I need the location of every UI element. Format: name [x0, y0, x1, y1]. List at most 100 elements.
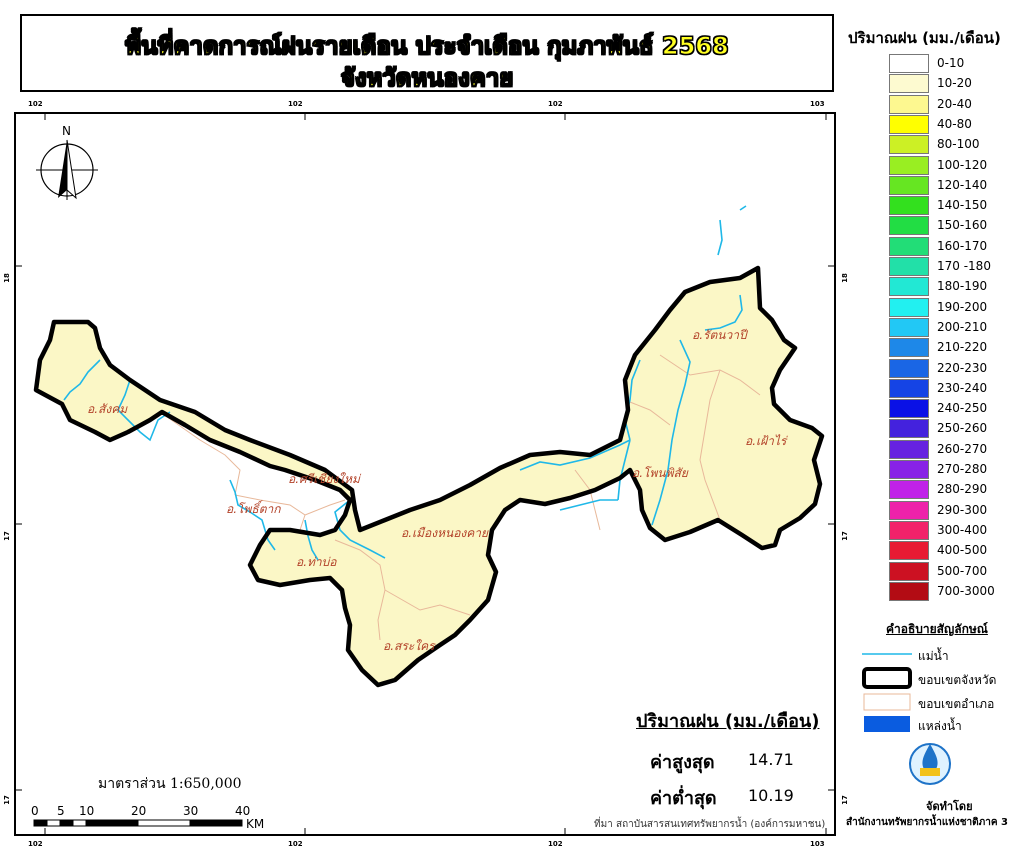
- min-label: ค่าต่ำสุด: [650, 788, 717, 809]
- map-title: พื้นที่คาดการณ์ฝนรายเดือน ประจำเดือน กุม…: [125, 32, 729, 61]
- district-label: อ.ศรีเชียงใหม่: [288, 472, 360, 486]
- legend-swatch: [889, 54, 929, 73]
- district-label: อ.ท่าบ่อ: [296, 555, 337, 569]
- map-subtitle: จังหวัดหนองคาย: [340, 64, 514, 93]
- legend-range-label: 500-700: [937, 563, 988, 578]
- legend-range-label: 280-290: [937, 482, 988, 497]
- district-label: อ.สระใคร: [383, 639, 435, 653]
- legend-swatch: [889, 480, 929, 500]
- legend-swatch: [889, 135, 929, 155]
- legend-title: ปริมาณฝน (มม./เดือน): [848, 29, 1001, 47]
- legend-range-label: 220-230: [937, 360, 988, 375]
- legend-range-label: 180-190: [937, 279, 988, 294]
- agency-logo-icon: [909, 743, 951, 785]
- legend-swatch: [889, 561, 929, 581]
- grid-tick-bottom: 103: [810, 840, 825, 848]
- legend-swatch: [889, 338, 929, 358]
- legend-swatch: [889, 114, 929, 134]
- district-boundaries: [159, 354, 761, 641]
- symbols-title: คำอธิบายสัญลักษณ์: [886, 622, 988, 636]
- district-label: อ.สังคม: [87, 402, 128, 416]
- legend-range-label: 240-250: [937, 401, 988, 416]
- legend-range-label: 10-20: [937, 76, 972, 91]
- source-note: ที่มา สถาบันสารสนเทศทรัพยากรน้ำ (องค์การ…: [594, 819, 826, 830]
- legend-range-label: 170 -180: [937, 259, 991, 273]
- legend-range-label: 160-170: [937, 238, 988, 253]
- north-arrow-icon: [36, 139, 98, 200]
- scale-unit: KM: [246, 817, 265, 831]
- scale-text: มาตราส่วน 1:650,000: [98, 776, 242, 792]
- legend-swatch: [889, 581, 929, 601]
- legend-swatch: [889, 297, 929, 317]
- scale-bar: [33, 819, 243, 827]
- legend-swatch: [889, 439, 929, 459]
- district-label: อ.รัตนวาปี: [692, 328, 747, 342]
- max-label: ค่าสูงสุด: [650, 752, 715, 773]
- north-label: N: [62, 124, 71, 138]
- legend-range-label: 190-200: [937, 299, 988, 314]
- symbol-label-river: แม่น้ำ: [918, 649, 949, 663]
- scale-tick: 40: [235, 804, 251, 818]
- legend-range-label: 400-500: [937, 543, 988, 558]
- legend-range-label: 20-40: [937, 96, 972, 111]
- province-boundary-symbol: [862, 667, 912, 689]
- district-label: อ.โพนพิสัย: [632, 466, 688, 480]
- province-area: [36, 268, 822, 685]
- min-value: 10.19: [748, 786, 794, 805]
- scale-tick: 0: [31, 804, 39, 818]
- legend-swatch: [889, 196, 929, 216]
- legend-range-label: 150-160: [937, 218, 988, 233]
- credit-label: จัดทำโดย: [926, 800, 973, 813]
- grid-tick-top: 102: [28, 100, 43, 108]
- legend-swatch: [889, 94, 929, 114]
- legend-swatch: [889, 317, 929, 337]
- legend-range-label: 270-280: [937, 462, 988, 476]
- scale-tick: 30: [183, 804, 199, 818]
- grid-tick-bottom: 102: [28, 840, 43, 848]
- grid-tick-bottom: 102: [288, 840, 303, 848]
- legend-swatch: [889, 277, 929, 297]
- legend-range-label: 210-220: [937, 340, 988, 355]
- map-title-box: พื้นที่คาดการณ์ฝนรายเดือน ประจำเดือน กุม…: [20, 14, 834, 93]
- legend-range-label: 200-210: [937, 319, 988, 334]
- legend-swatch: [889, 419, 929, 439]
- legend-swatch: [889, 460, 929, 479]
- symbol-label-waterbody: แหล่งน้ำ: [918, 719, 962, 733]
- max-value: 14.71: [748, 750, 794, 769]
- legend-swatch: [889, 257, 929, 276]
- grid-tick-bottom: 102: [548, 840, 563, 848]
- legend-swatch: [889, 155, 929, 175]
- credit-org: สำนักงานทรัพยากรน้ำแห่งชาติภาค 3: [846, 817, 1009, 828]
- legend-swatch: [889, 74, 929, 94]
- legend-swatch: [889, 500, 929, 520]
- grid-tick-top: 102: [548, 100, 563, 108]
- district-label: อ.เฝ้าไร่: [745, 434, 787, 448]
- grid-tick-top: 102: [288, 100, 303, 108]
- legend-swatch: [889, 216, 929, 236]
- district-label: อ.เมืองหนองคาย: [401, 526, 489, 540]
- legend-range-label: 120-140: [937, 177, 988, 192]
- legend-swatch: [889, 175, 929, 195]
- legend-range-label: 290-300: [937, 502, 988, 517]
- legend-swatch: [889, 236, 929, 256]
- legend-range-label: 230-240: [937, 380, 988, 395]
- legend-range-label: 80-100: [937, 137, 980, 152]
- legend-range-label: 100-120: [937, 157, 988, 172]
- waterbody-symbol: [864, 716, 910, 732]
- district-label: อ.โพธิ์ตาก: [226, 502, 281, 516]
- legend-swatch: [889, 541, 929, 561]
- symbol-label-district: ขอบเขตอำเภอ: [918, 697, 995, 711]
- scale-tick: 20: [131, 804, 147, 818]
- province-boundary: [33, 265, 825, 688]
- legend-swatch: [889, 399, 929, 419]
- legend-swatch: [889, 378, 929, 398]
- grid-tick-top: 103: [810, 100, 825, 108]
- legend-swatch: [889, 520, 929, 540]
- legend-swatch: [889, 358, 929, 378]
- legend-range-label: 300-400: [937, 522, 988, 537]
- legend-range-label: 250-260: [937, 421, 988, 436]
- legend-range-label: 0-10: [937, 56, 965, 70]
- legend-range-label: 260-270: [937, 441, 988, 456]
- scale-tick: 5: [57, 804, 65, 818]
